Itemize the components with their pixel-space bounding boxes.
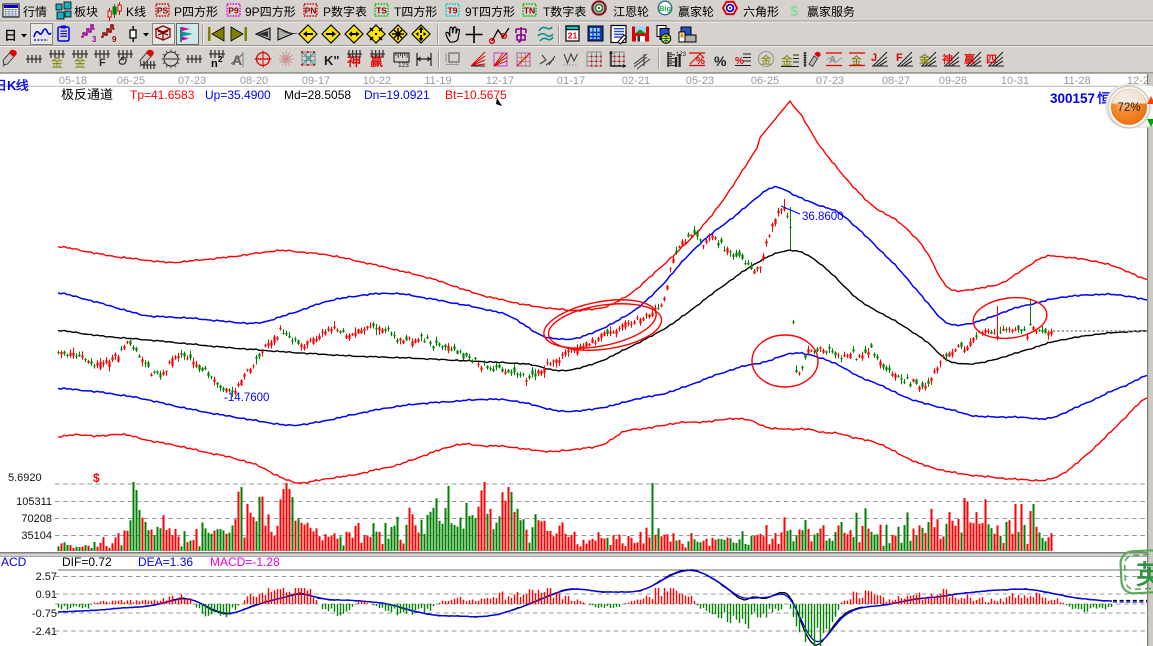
svg-text:123: 123 (676, 52, 687, 58)
svg-text:TN: TN (524, 6, 535, 16)
svg-text:105311: 105311 (16, 496, 52, 508)
svg-text:Dn=19.0921: Dn=19.0921 (364, 88, 430, 102)
svg-text:J: J (871, 52, 877, 64)
svg-text:DEA=1.36: DEA=1.36 (138, 555, 193, 569)
svg-text:05-18: 05-18 (59, 75, 87, 87)
svg-text:P: P (174, 5, 182, 19)
svg-text:A: A (232, 52, 242, 68)
svg-text:07-23: 07-23 (178, 75, 206, 87)
svg-text:F: F (99, 57, 106, 69)
svg-text:Tp=41.6583: Tp=41.6583 (130, 88, 195, 102)
svg-text:21: 21 (568, 31, 578, 41)
svg-text:K": K" (324, 53, 340, 68)
svg-text:Big: Big (659, 4, 672, 13)
svg-text:PN: PN (305, 6, 317, 16)
svg-text:72%: 72% (1117, 102, 1140, 114)
svg-text:TS: TS (376, 6, 387, 16)
svg-text:-2.41: -2.41 (32, 626, 57, 638)
svg-text:%: % (696, 56, 705, 67)
svg-text:35104: 35104 (21, 530, 52, 542)
svg-text:Bt=10.5675: Bt=10.5675 (445, 88, 507, 102)
svg-text:10-22: 10-22 (363, 75, 391, 87)
svg-text:P9: P9 (228, 6, 239, 16)
svg-text:P: P (323, 5, 331, 19)
svg-text:-14.7600: -14.7600 (224, 392, 269, 404)
svg-text:$: $ (93, 471, 100, 485)
svg-text:Up=35.4900: Up=35.4900 (205, 88, 271, 102)
svg-text:T: T (543, 5, 551, 19)
svg-text:Md=28.5058: Md=28.5058 (284, 88, 351, 102)
svg-text:09-26: 09-26 (939, 75, 967, 87)
svg-text:05-23: 05-23 (686, 75, 714, 87)
svg-text:K: K (126, 5, 134, 19)
svg-text:09-17: 09-17 (302, 75, 330, 87)
svg-text:02-21: 02-21 (622, 75, 650, 87)
svg-text:9T: 9T (465, 5, 480, 19)
svg-text:T9: T9 (448, 6, 458, 16)
svg-text:MACD: MACD (0, 555, 27, 569)
svg-text:06-25: 06-25 (751, 75, 779, 87)
svg-text:n: n (211, 58, 218, 70)
svg-text:9: 9 (112, 35, 117, 44)
svg-text:2.57: 2.57 (36, 571, 57, 583)
svg-text:70208: 70208 (21, 513, 52, 525)
svg-text:PS: PS (157, 6, 169, 16)
svg-text:K: K (7, 78, 17, 93)
svg-text:07-23: 07-23 (816, 75, 844, 87)
svg-text:DIF=0.72: DIF=0.72 (62, 555, 112, 569)
svg-text:06-25: 06-25 (117, 75, 145, 87)
svg-text:A: A (829, 55, 836, 66)
svg-text:2: 2 (218, 55, 223, 64)
svg-text:-0.75: -0.75 (32, 608, 57, 620)
svg-text:%: % (735, 56, 744, 67)
svg-text:%: % (714, 53, 727, 69)
svg-text:F: F (896, 52, 903, 64)
svg-text:300157: 300157 (1050, 91, 1095, 106)
svg-text:$: $ (790, 3, 799, 20)
svg-text:10-31: 10-31 (1001, 75, 1029, 87)
svg-text:08-20: 08-20 (240, 75, 268, 87)
svg-text:5.6920: 5.6920 (8, 472, 42, 484)
svg-text:01-17: 01-17 (557, 75, 585, 87)
svg-text:0.91: 0.91 (36, 589, 57, 601)
svg-text:123: 123 (398, 62, 409, 69)
svg-text:9P: 9P (245, 5, 260, 19)
svg-text:12-28: 12-28 (1127, 75, 1153, 87)
svg-text:36.8600: 36.8600 (802, 211, 844, 223)
svg-text:MACD=-1.28: MACD=-1.28 (210, 555, 280, 569)
svg-text:08-27: 08-27 (882, 75, 910, 87)
svg-text:T: T (394, 5, 402, 19)
svg-text:11-19: 11-19 (424, 75, 451, 87)
svg-text:3: 3 (92, 35, 97, 44)
svg-text:12-17: 12-17 (486, 75, 514, 87)
svg-text:11-28: 11-28 (1063, 75, 1090, 87)
